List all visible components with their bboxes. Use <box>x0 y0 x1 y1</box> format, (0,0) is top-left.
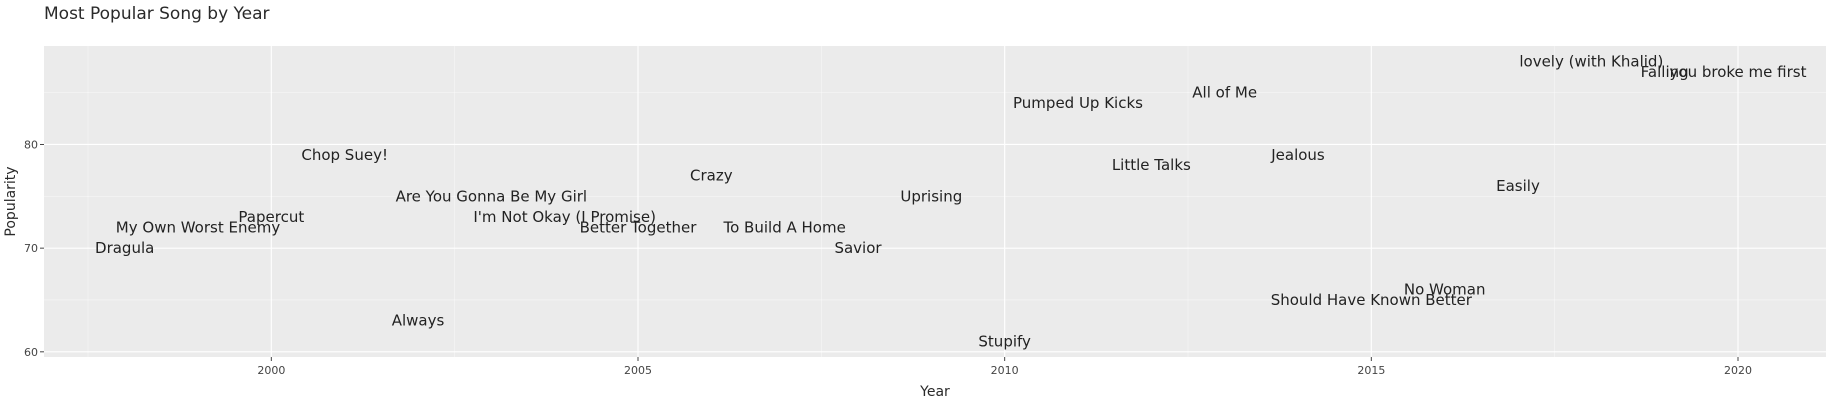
point-label: Easily <box>1496 177 1540 195</box>
y-tick-label: 60 <box>24 346 38 359</box>
point-label: I'm Not Okay (I Promise) <box>473 208 656 226</box>
chart-title: Most Popular Song by Year <box>44 4 270 24</box>
point-label: Little Talks <box>1112 156 1191 174</box>
x-axis-title: Year <box>919 384 950 400</box>
grid-lines <box>44 46 1826 357</box>
axis-ticks: 2000 2005 2010 2015 2020 60 70 80 <box>24 138 1752 377</box>
point-label: Falling <box>1641 63 1689 81</box>
point-label: To Build A Home <box>723 218 846 236</box>
y-tick-label: 70 <box>24 242 38 255</box>
point-label: Better Together <box>580 218 698 236</box>
point-label: Pumped Up Kicks <box>1013 94 1143 112</box>
point-label: My Own Worst Enemy <box>116 218 281 236</box>
point-label: Savior <box>834 239 882 257</box>
point-label: Dragula <box>95 239 154 257</box>
point-label: No Woman <box>1404 281 1486 299</box>
point-label: Chop Suey! <box>301 146 388 164</box>
point-label: Always <box>392 312 445 330</box>
plot-background <box>44 46 1826 357</box>
point-label: lovely (with Khalid) <box>1519 53 1663 71</box>
point-label: Crazy <box>690 167 733 185</box>
point-label: Are You Gonna Be My Girl <box>396 187 588 205</box>
x-tick-label: 2000 <box>257 364 285 377</box>
point-label: Papercut <box>238 208 304 226</box>
point-label: Jealous <box>1270 146 1325 164</box>
point-label: Should Have Known Better <box>1271 291 1473 309</box>
x-tick-label: 2005 <box>624 364 652 377</box>
point-label: Stupify <box>978 332 1031 350</box>
point-label: you broke me first <box>1670 63 1807 81</box>
x-tick-label: 2015 <box>1357 364 1385 377</box>
x-tick-label: 2020 <box>1724 364 1752 377</box>
y-axis-title: Popularity <box>3 166 19 236</box>
point-label: Uprising <box>900 187 962 205</box>
y-tick-label: 80 <box>24 138 38 151</box>
x-tick-label: 2010 <box>991 364 1019 377</box>
point-label: All of Me <box>1192 84 1257 102</box>
